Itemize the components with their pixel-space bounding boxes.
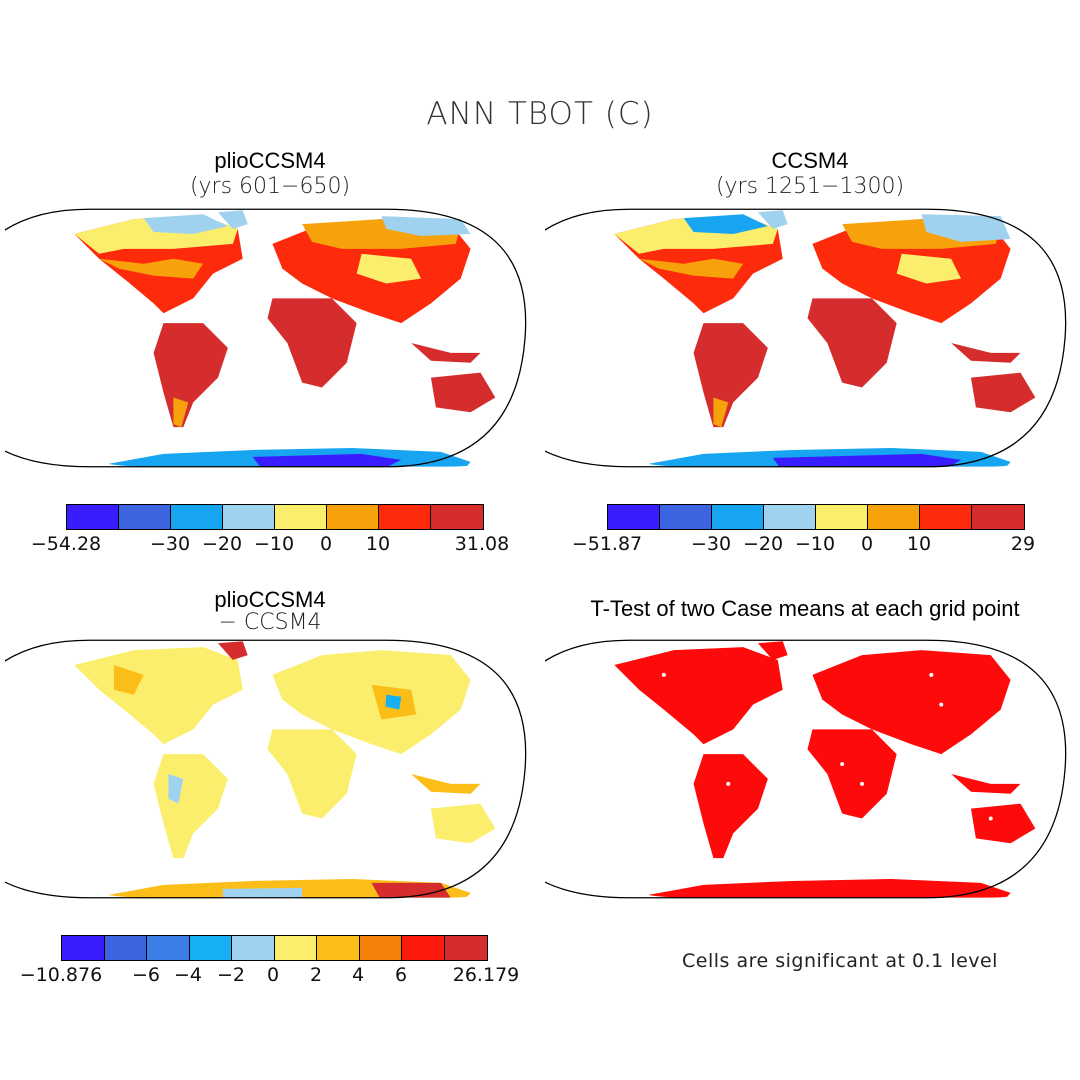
colorbar-b-segment: [972, 505, 1024, 529]
panel-a-title: plioCCSM4: [214, 148, 326, 173]
colorbar-a-tick: −10: [253, 533, 295, 555]
colorbar-c-tick: 6: [394, 964, 408, 986]
panel-d-title: T-Test of two Case means at each grid po…: [590, 596, 1020, 621]
colorbar-a-segment: [431, 505, 483, 529]
colorbar-a-tick: 10: [365, 533, 391, 555]
panel-d-map: [545, 639, 1067, 899]
colorbar-a-segment: [119, 505, 171, 529]
colorbar-c-segment: [444, 936, 487, 960]
colorbar-a-tick: −54.28: [30, 533, 102, 555]
colorbar-c-segment: [402, 936, 445, 960]
panel-b-map: [545, 208, 1067, 468]
colorbar-b-segment: [712, 505, 764, 529]
colorbar-a-segment: [379, 505, 431, 529]
colorbar-a: [66, 504, 484, 530]
colorbar-c-tick: −2: [216, 964, 246, 986]
colorbar-a-segment: [223, 505, 275, 529]
panel-c-subtitle: − CCSM4: [218, 610, 322, 635]
colorbar-b-tick: −20: [742, 533, 784, 555]
south-america: [153, 323, 228, 428]
panel-c-map: [5, 639, 527, 899]
colorbar-c-segment: [104, 936, 147, 960]
colorbar-b-segment: [608, 505, 660, 529]
colorbar-b: [607, 504, 1025, 530]
colorbar-c-tick: −10.876: [19, 964, 103, 986]
colorbar-c-segment: [274, 936, 317, 960]
colorbar-c-tick: 2: [309, 964, 323, 986]
main-title: ANN TBOT (C): [426, 96, 654, 132]
panel-b-title: CCSM4: [771, 148, 849, 173]
colorbar-b-tick: −10: [794, 533, 836, 555]
colorbar-b-tick: −51.87: [571, 533, 643, 555]
panel-a-subtitle: (yrs 601−650): [189, 174, 351, 199]
colorbar-b-segment: [660, 505, 712, 529]
colorbar-a-tick: −20: [201, 533, 243, 555]
panel-a-map: [5, 208, 527, 468]
colorbar-a-segment: [171, 505, 223, 529]
colorbar-a-tick: −30: [149, 533, 191, 555]
colorbar-a-tick: 0: [319, 533, 333, 555]
colorbar-c-tick: 26.179: [452, 964, 520, 986]
colorbar-c-segment: [317, 936, 360, 960]
colorbar-a-segment: [275, 505, 327, 529]
colorbar-b-tick: 29: [1010, 533, 1036, 555]
panel-c-title: plioCCSM4: [214, 587, 326, 612]
colorbar-c-segment: [189, 936, 232, 960]
colorbar-c-tick: −4: [173, 964, 203, 986]
colorbar-c-segment: [147, 936, 190, 960]
australia: [430, 372, 496, 413]
colorbar-b-tick: −30: [690, 533, 732, 555]
greenland: [217, 210, 248, 230]
colorbar-b-segment: [920, 505, 972, 529]
colorbar-a-segment: [67, 505, 119, 529]
colorbar-c-segment: [62, 936, 105, 960]
colorbar-c-tick: 4: [351, 964, 365, 986]
colorbar-c-tick: −6: [131, 964, 161, 986]
colorbar-b-segment: [816, 505, 868, 529]
panel-b-subtitle: (yrs 1251−1300): [715, 174, 905, 199]
colorbar-c-segment: [232, 936, 275, 960]
colorbar-c-tick: 0: [266, 964, 280, 986]
significance-note: Cells are significant at 0.1 level: [682, 950, 998, 972]
colorbar-b-segment: [764, 505, 816, 529]
colorbar-b-segment: [868, 505, 920, 529]
colorbar-c-segment: [359, 936, 402, 960]
colorbar-a-segment: [327, 505, 379, 529]
colorbar-a-tick: 31.08: [454, 533, 510, 555]
colorbar-b-tick: 0: [860, 533, 874, 555]
colorbar-c: [61, 935, 488, 961]
colorbar-b-tick: 10: [906, 533, 932, 555]
africa: [267, 298, 357, 388]
